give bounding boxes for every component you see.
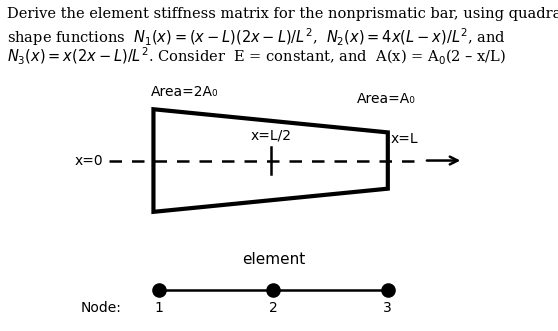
Point (155, 287, 163, 292)
Point (269, 287, 278, 292)
Text: x=L: x=L (391, 132, 418, 146)
Text: $N_3(x) = x(2x-L)/L^2$. Consider  E = constant, and  A(x) = A$_0$(2 – x/L): $N_3(x) = x(2x-L)/L^2$. Consider E = con… (7, 46, 506, 68)
Text: 1: 1 (155, 301, 163, 315)
Text: element: element (242, 252, 305, 267)
Point (383, 287, 392, 292)
Text: shape functions  $N_1(x) = (x-L)(2x-L)/L^2$,  $N_2(x) = 4x(L-x)/L^2$, and: shape functions $N_1(x) = (x-L)(2x-L)/L^… (7, 26, 506, 48)
Text: Node:: Node: (81, 301, 122, 315)
Text: 2: 2 (269, 301, 278, 315)
Text: 3: 3 (383, 301, 392, 315)
Text: Derive the element stiffness matrix for the nonprismatic bar, using quadratic: Derive the element stiffness matrix for … (7, 7, 558, 21)
Text: x=0: x=0 (75, 154, 103, 167)
Text: Area=A₀: Area=A₀ (357, 92, 416, 106)
Text: x=L/2: x=L/2 (250, 129, 291, 143)
Text: Area=2A₀: Area=2A₀ (151, 85, 218, 99)
